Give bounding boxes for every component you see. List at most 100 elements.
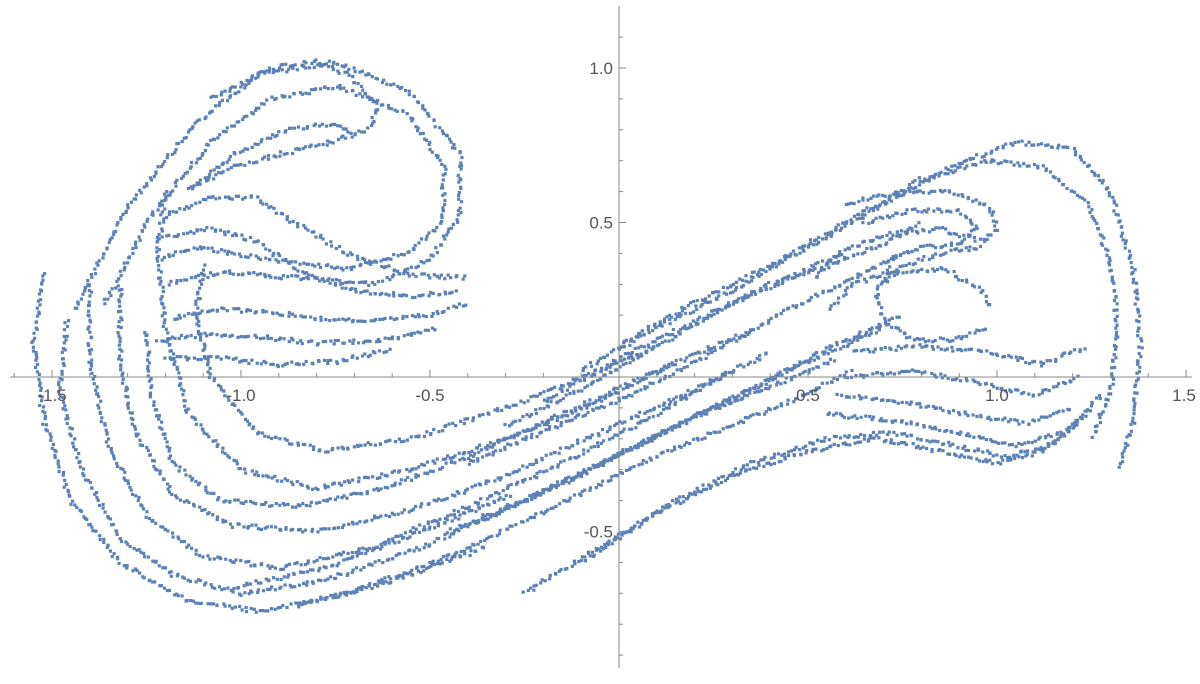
scatter-point	[452, 529, 457, 533]
scatter-point	[734, 333, 738, 337]
scatter-point	[814, 238, 818, 242]
scatter-point	[887, 318, 891, 322]
scatter-point	[172, 461, 176, 465]
scatter-point	[375, 77, 379, 81]
scatter-point	[455, 551, 459, 555]
scatter-point	[396, 335, 400, 340]
scatter-point	[593, 369, 597, 373]
scatter-point	[452, 532, 456, 536]
scatter-point	[200, 153, 204, 157]
scatter-point	[1026, 440, 1031, 444]
scatter-point	[874, 331, 878, 335]
scatter-point	[137, 548, 141, 552]
scatter-point	[146, 217, 150, 221]
scatter-point	[409, 435, 413, 439]
scatter-point	[855, 417, 859, 421]
scatter-point	[35, 370, 40, 374]
scatter-point	[547, 487, 551, 492]
scatter-point	[105, 545, 109, 549]
scatter-point	[352, 81, 357, 85]
scatter-point	[668, 322, 672, 326]
scatter-point	[440, 498, 444, 502]
scatter-point	[553, 385, 557, 389]
scatter-point	[198, 200, 202, 204]
scatter-point	[198, 505, 202, 509]
scatter-point	[688, 322, 692, 326]
scatter-point	[245, 308, 250, 312]
scatter-point	[366, 261, 371, 265]
scatter-point	[529, 412, 534, 417]
scatter-point	[121, 467, 125, 471]
scatter-point	[544, 453, 548, 457]
scatter-point	[154, 170, 158, 174]
scatter-point	[1096, 174, 1101, 178]
scatter-point	[363, 319, 367, 324]
scatter-point	[346, 447, 350, 451]
scatter-point	[585, 436, 589, 440]
scatter-point	[428, 560, 432, 565]
scatter-point	[252, 271, 256, 275]
scatter-point	[61, 407, 65, 411]
scatter-point	[741, 278, 745, 282]
scatter-point	[1120, 452, 1124, 456]
scatter-point	[217, 171, 221, 175]
scatter-point	[559, 460, 563, 464]
scatter-point	[788, 254, 792, 258]
scatter-point	[514, 419, 518, 423]
scatter-point	[907, 186, 911, 190]
scatter-point	[185, 358, 189, 362]
scatter-point	[190, 546, 194, 550]
scatter-point	[433, 229, 437, 233]
scatter-point	[672, 397, 676, 401]
scatter-point	[642, 419, 646, 423]
scatter-point	[674, 335, 678, 339]
scatter-point	[200, 309, 204, 313]
scatter-point	[328, 497, 332, 501]
scatter-point	[714, 480, 718, 484]
scatter-point	[260, 431, 264, 435]
scatter-point	[1137, 370, 1141, 374]
scatter-point	[271, 312, 275, 316]
scatter-point	[145, 184, 149, 188]
scatter-point	[357, 586, 361, 590]
scatter-point	[670, 499, 675, 503]
scatter-point	[211, 273, 215, 277]
scatter-point	[779, 404, 783, 408]
scatter-point	[654, 435, 658, 439]
scatter-point	[620, 421, 624, 425]
scatter-point	[1135, 371, 1139, 375]
scatter-point	[440, 213, 444, 217]
scatter-point	[342, 341, 346, 345]
scatter-point	[370, 123, 374, 128]
scatter-point	[671, 425, 675, 429]
scatter-point	[498, 478, 502, 482]
scatter-point	[757, 270, 761, 274]
scatter-point	[1093, 173, 1097, 177]
scatter-point	[422, 569, 426, 573]
scatter-point	[341, 317, 345, 321]
scatter-point	[464, 523, 468, 527]
scatter-point	[102, 537, 106, 541]
scatter-point	[557, 569, 561, 573]
scatter-point	[272, 154, 276, 158]
scatter-point	[177, 469, 181, 473]
scatter-point	[165, 190, 169, 194]
scatter-point	[117, 288, 121, 292]
scatter-point	[356, 552, 361, 556]
scatter-point	[318, 566, 322, 570]
scatter-point	[733, 399, 737, 403]
scatter-point	[60, 378, 64, 382]
scatter-point	[773, 284, 777, 288]
scatter-point	[91, 377, 95, 381]
scatter-point	[144, 338, 148, 342]
scatter-point	[335, 361, 339, 366]
scatter-point	[507, 405, 512, 409]
scatter-point	[1088, 409, 1093, 413]
scatter-point	[64, 482, 68, 486]
scatter-point	[749, 460, 753, 464]
scatter-point	[636, 520, 640, 524]
scatter-point	[839, 347, 843, 351]
scatter-point	[178, 207, 182, 211]
scatter-point	[349, 492, 353, 496]
scatter-point	[696, 317, 700, 322]
